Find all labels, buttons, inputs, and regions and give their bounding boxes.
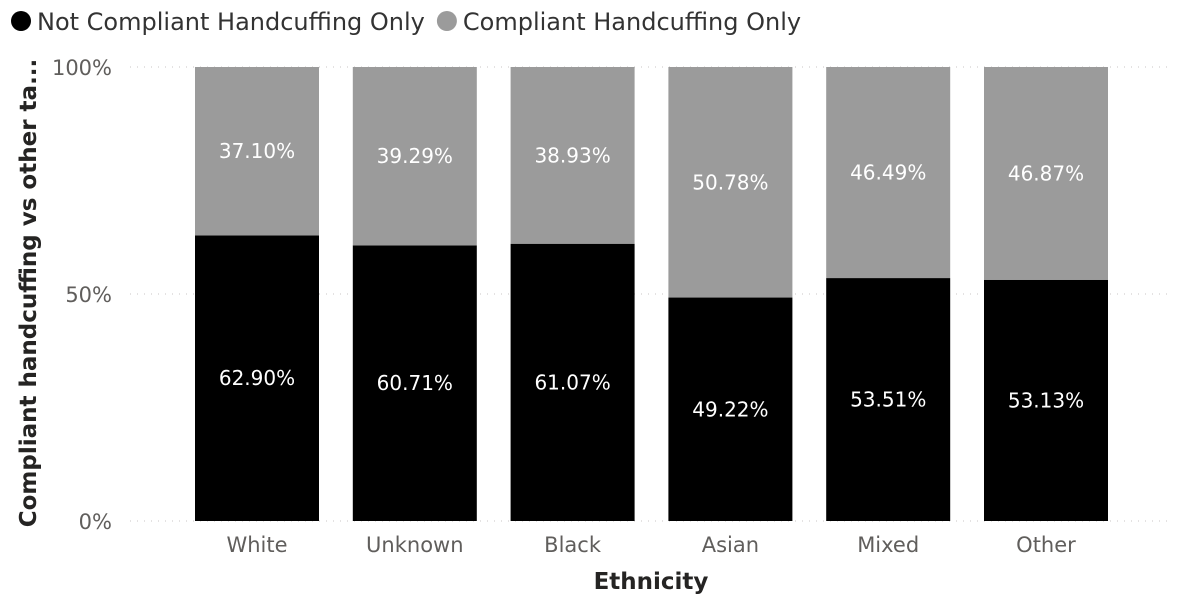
data-label: 62.90% — [219, 366, 295, 390]
data-label: 50.78% — [692, 170, 768, 194]
legend-item[interactable]: Compliant Handcuffing Only — [436, 8, 801, 36]
bar-stack[interactable]: 49.22% 50.78% — [668, 67, 793, 521]
bar-segment[interactable] — [668, 67, 793, 298]
legend-marker — [436, 11, 457, 31]
data-label: 49.22% — [692, 397, 768, 421]
x-axis-title: Ethnicity — [594, 569, 709, 594]
bar-segment[interactable] — [826, 67, 951, 279]
bar-stack[interactable]: 61.07% 38.93% — [510, 67, 635, 522]
bar-segment[interactable] — [510, 67, 635, 244]
data-label: 46.49% — [850, 161, 926, 185]
y-axis-title: Compliant handcuffing vs other ta... — [16, 59, 42, 528]
x-tick-label: White — [226, 533, 287, 557]
bar-segment[interactable] — [195, 235, 319, 521]
legend-item[interactable]: Not Compliant Handcuffing Only — [11, 8, 425, 36]
bar-segment[interactable] — [668, 297, 793, 521]
legend: Not Compliant Handcuffing Only Compliant … — [11, 8, 801, 36]
data-label: 60.71% — [377, 371, 453, 395]
bar-stack[interactable]: 53.51% 46.49% — [826, 67, 951, 521]
bar-segment[interactable] — [984, 67, 1108, 280]
data-label: 38.93% — [534, 143, 610, 167]
bars: 62.90% 37.10% 60.71% 39.29% 61.07% 38.93% 49.2… — [195, 67, 1108, 522]
legend-label: Not Compliant Handcuffing Only — [37, 8, 425, 36]
legend-label: Compliant Handcuffing Only — [463, 8, 801, 36]
bar-segment[interactable] — [984, 279, 1108, 521]
data-label: 53.51% — [850, 388, 926, 412]
bar-stack[interactable]: 62.90% 37.10% — [195, 67, 319, 521]
data-label: 53.13% — [1008, 388, 1084, 412]
data-label: 39.29% — [377, 144, 453, 168]
x-tick-label: Mixed — [857, 533, 919, 557]
x-tick-label: Other — [1016, 533, 1076, 557]
x-axis-ticks: White Unknown Black Asian Mixed Other — [226, 533, 1076, 557]
data-label: 46.87% — [1008, 161, 1084, 185]
y-tick-label: 0% — [79, 510, 112, 534]
gridlines — [130, 66, 1168, 522]
bar-segment[interactable] — [826, 278, 951, 521]
y-axis-ticks: 0% 50% 100% — [52, 56, 112, 534]
y-tick-label: 100% — [52, 56, 112, 80]
bar-segment[interactable] — [352, 245, 477, 522]
x-tick-label: Black — [544, 533, 602, 557]
y-tick-label: 50% — [65, 283, 112, 307]
data-label: 61.07% — [534, 370, 610, 394]
x-tick-label: Asian — [702, 533, 759, 557]
bar-stack[interactable]: 53.13% 46.87% — [984, 67, 1108, 521]
legend-marker — [11, 11, 31, 31]
bar-segment[interactable] — [352, 67, 477, 246]
bar-stack[interactable]: 60.71% 39.29% — [352, 67, 477, 522]
bar-segment[interactable] — [510, 243, 635, 522]
bar-segment[interactable] — [195, 67, 319, 236]
x-tick-label: Unknown — [366, 533, 463, 557]
data-label: 37.10% — [219, 139, 295, 163]
